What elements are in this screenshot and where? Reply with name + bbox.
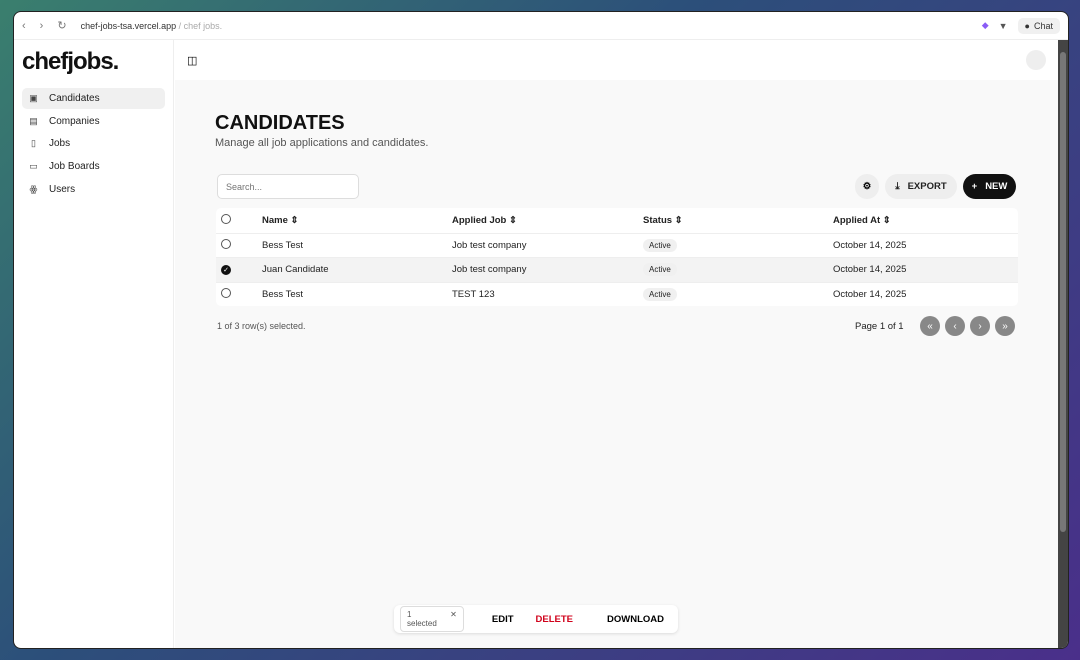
back-icon[interactable]: ‹: [22, 19, 26, 32]
sidebar-item-label: Companies: [49, 115, 100, 127]
sort-applied-job[interactable]: Applied Job ⇕: [452, 214, 517, 226]
sort-applied-at[interactable]: Applied At ⇕: [833, 214, 891, 226]
chat-button[interactable]: ● Chat: [1017, 17, 1060, 34]
next-page-button[interactable]: ›: [970, 316, 990, 336]
table-row[interactable]: ✓ Juan Candidate Job test company Active…: [216, 257, 1018, 282]
sidebar-item-companies[interactable]: ▤ Companies: [22, 111, 165, 132]
table-row[interactable]: Bess Test TEST 123 Active October 14, 20…: [216, 281, 1018, 307]
table-row[interactable]: Bess Test Job test company Active Octobe…: [216, 232, 1018, 258]
close-icon[interactable]: ✕: [450, 610, 457, 619]
selected-label: 1 selected: [407, 610, 437, 628]
sort-name[interactable]: Name ⇕: [262, 214, 299, 226]
page-indicator: Page 1 of 1: [855, 321, 904, 332]
building-icon: ▤: [29, 115, 38, 126]
new-button[interactable]: + NEW: [963, 174, 1016, 199]
cell-applied-at: October 14, 2025: [833, 288, 907, 300]
page-subtitle: Manage all job applications and candidat…: [215, 137, 429, 149]
sidebar-item-job-boards[interactable]: ▭ Job Boards: [22, 156, 165, 177]
bulk-action-bar: 1 selected ✕ EDIT DELETE DOWNLOAD: [394, 605, 678, 633]
browser-window: ‹ › ↻ chef-jobs-tsa.vercel.app / chef jo…: [13, 11, 1069, 649]
cell-name: Bess Test: [262, 288, 304, 300]
scrollbar[interactable]: [1058, 40, 1068, 648]
selection-count: 1 of 3 row(s) selected.: [217, 321, 306, 331]
contact-icon: ▣: [29, 93, 38, 103]
status-badge: Active: [643, 238, 677, 252]
first-page-button[interactable]: «: [920, 316, 940, 336]
folder-icon: ▭: [29, 161, 38, 172]
sidebar-item-label: Users: [49, 183, 76, 195]
export-button[interactable]: ⤓ EXPORT: [885, 174, 957, 199]
main-content: ◫ CANDIDATES Manage all job applications…: [175, 40, 1058, 648]
table-header: Name ⇕ Applied Job ⇕ Status ⇕ Applied At…: [216, 208, 1018, 233]
cell-job: TEST 123: [452, 288, 495, 300]
file-icon: ▯: [31, 138, 36, 149]
reload-icon[interactable]: ↻: [57, 20, 67, 32]
sort-status[interactable]: Status ⇕: [643, 214, 683, 226]
page-title: CANDIDATES: [215, 112, 345, 134]
sidebar-item-jobs[interactable]: ▯ Jobs: [22, 133, 165, 154]
cell-name: Bess Test: [262, 239, 304, 251]
vpn-icon[interactable]: ▼: [998, 20, 1008, 31]
selected-chip: 1 selected ✕: [400, 606, 464, 632]
forward-icon[interactable]: ›: [39, 19, 44, 32]
cell-job: Job test company: [452, 264, 527, 276]
candidates-table: Name ⇕ Applied Job ⇕ Status ⇕ Applied At…: [216, 208, 1018, 306]
cell-job: Job test company: [452, 239, 527, 251]
sidebar-item-label: Jobs: [49, 138, 71, 150]
download-button[interactable]: DOWNLOAD: [607, 613, 664, 625]
url-text: chef-jobs-tsa.vercel.app: [80, 20, 177, 31]
sidebar-item-users[interactable]: ꙮ Users: [22, 179, 165, 200]
sidebar-item-label: Job Boards: [49, 161, 100, 173]
top-bar: ◫: [175, 40, 1058, 80]
prev-page-button[interactable]: ‹: [945, 316, 965, 336]
filter-button[interactable]: ⚙: [855, 174, 879, 199]
new-label: NEW: [985, 181, 1008, 192]
download-icon: ⤓: [895, 181, 900, 192]
page-title-text: / chef jobs.: [178, 20, 223, 31]
users-icon: ꙮ: [29, 183, 38, 194]
address-bar[interactable]: chef-jobs-tsa.vercel.app / chef jobs.: [81, 21, 223, 31]
cell-applied-at: October 14, 2025: [833, 264, 907, 276]
browser-toolbar: ‹ › ↻ chef-jobs-tsa.vercel.app / chef jo…: [14, 12, 1068, 40]
chat-label: Chat: [1033, 20, 1053, 31]
logo: chefjobs.: [22, 48, 119, 75]
search-input[interactable]: [217, 174, 359, 199]
cell-name: Juan Candidate: [262, 264, 329, 276]
chat-icon: ●: [1024, 20, 1030, 31]
row-checkbox[interactable]: ✓: [221, 265, 231, 276]
last-page-button[interactable]: »: [995, 316, 1015, 336]
avatar[interactable]: [1026, 50, 1046, 70]
sidebar: chefjobs. ▣ Candidates ▤ Companies ▯ Jobs ▭…: [14, 40, 174, 648]
sidebar-toggle-icon[interactable]: ◫: [187, 54, 198, 67]
sidebar-item-candidates[interactable]: ▣ Candidates: [22, 88, 165, 109]
extension-icon[interactable]: ◆: [981, 20, 989, 30]
sidebar-item-label: Candidates: [49, 93, 100, 104]
plus-icon: +: [971, 181, 978, 192]
edit-button[interactable]: EDIT: [491, 613, 514, 625]
status-badge: Active: [643, 287, 677, 301]
row-checkbox[interactable]: [221, 238, 231, 249]
export-label: EXPORT: [907, 181, 947, 192]
sliders-icon: ⚙: [862, 181, 872, 192]
delete-button[interactable]: DELETE: [535, 613, 573, 625]
row-checkbox[interactable]: [221, 287, 231, 298]
select-all-checkbox[interactable]: [221, 213, 231, 224]
cell-applied-at: October 14, 2025: [833, 239, 907, 251]
status-badge: Active: [643, 263, 677, 277]
